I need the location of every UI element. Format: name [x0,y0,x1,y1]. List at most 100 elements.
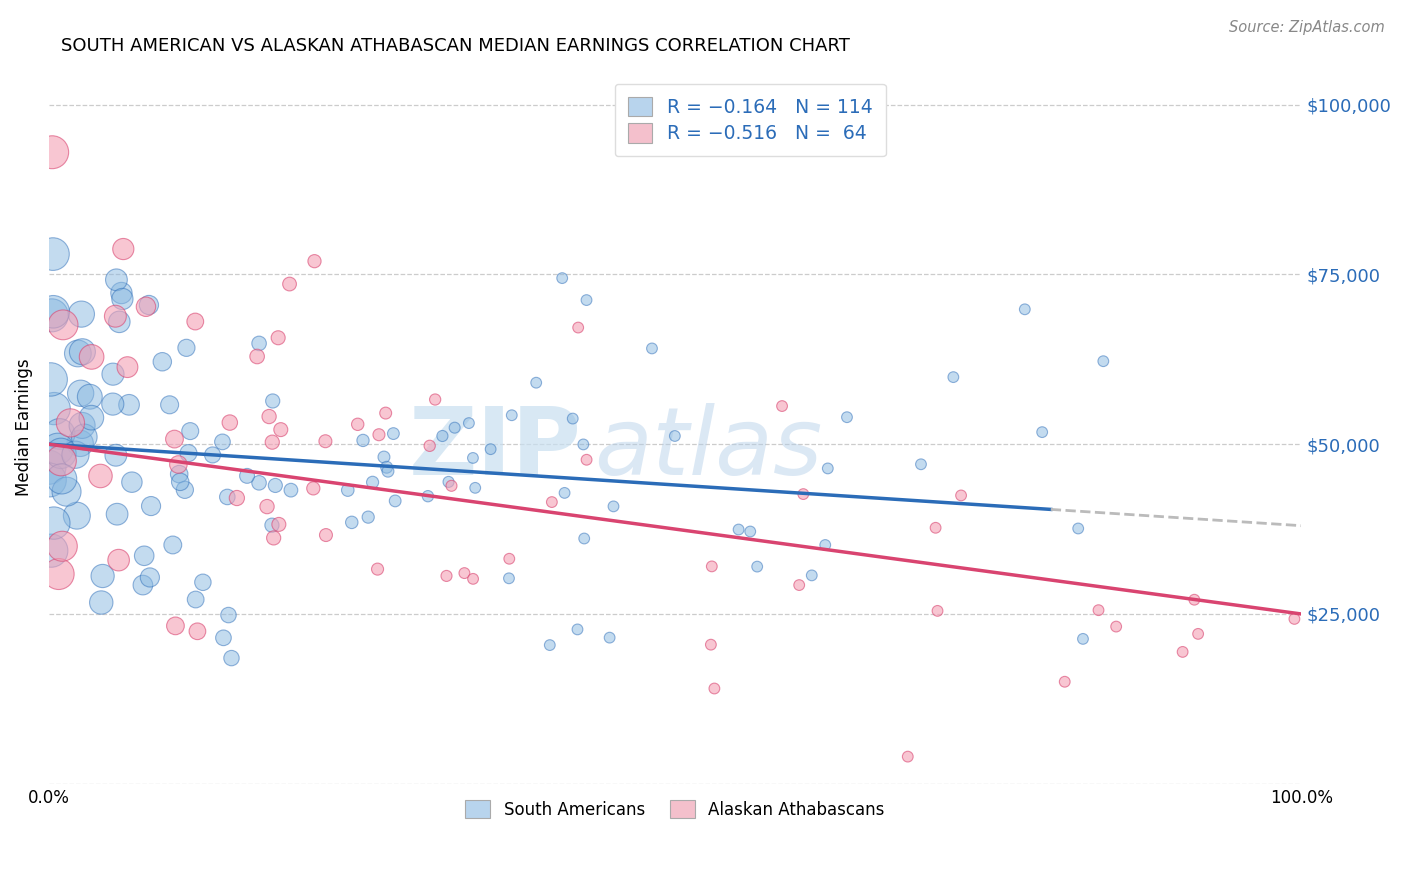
Point [357,510,380,524]
Point [524,376,547,390]
Point [1067,521,1090,535]
Point [367,562,389,576]
Point [437,475,460,489]
Point [561,411,583,425]
Point [260,518,283,533]
Point [770,399,793,413]
Point [302,481,325,495]
Point [91,569,114,583]
Point [263,531,285,545]
Point [262,394,284,409]
Point [169,475,191,489]
Point [167,458,190,472]
Point [1053,674,1076,689]
Point [574,532,596,546]
Point [458,416,481,430]
Point [1071,632,1094,646]
Point [139,499,162,513]
Point [177,446,200,460]
Point [52,318,75,332]
Point [66,508,89,523]
Point [121,475,143,490]
Point [1187,627,1209,641]
Point [814,538,837,552]
Point [361,475,384,490]
Point [336,483,359,497]
Point [641,342,664,356]
Point [55,484,77,499]
Point [218,608,240,623]
Point [352,434,374,448]
Point [176,341,198,355]
Point [218,416,240,430]
Point [247,475,270,490]
Point [44,401,66,416]
Point [111,292,134,306]
Point [101,397,124,411]
Point [1171,645,1194,659]
Y-axis label: Median Earnings: Median Earnings [15,359,32,496]
Point [159,398,181,412]
Point [70,307,93,321]
Text: atlas: atlas [593,403,823,494]
Text: ZIP: ZIP [408,402,581,495]
Point [72,344,94,359]
Point [191,575,214,590]
Point [942,370,965,384]
Point [247,336,270,351]
Point [225,491,247,505]
Point [65,448,87,462]
Point [46,442,69,456]
Point [461,572,484,586]
Point [1182,592,1205,607]
Text: Source: ZipAtlas.com: Source: ZipAtlas.com [1229,20,1385,35]
Point [787,578,810,592]
Point [453,566,475,580]
Point [700,638,723,652]
Point [1105,619,1128,633]
Point [575,293,598,307]
Point [1284,612,1306,626]
Point [105,507,128,521]
Point [1087,603,1109,617]
Point [340,516,363,530]
Point [165,619,187,633]
Point [90,595,112,609]
Point [236,469,259,483]
Point [551,271,574,285]
Point [479,442,502,457]
Point [184,314,207,328]
Point [262,435,284,450]
Point [179,424,201,438]
Point [89,469,111,483]
Point [42,305,65,319]
Point [186,624,208,639]
Point [264,478,287,492]
Point [105,273,128,287]
Point [703,681,725,696]
Point [373,450,395,464]
Point [368,427,391,442]
Point [464,481,486,495]
Point [73,430,96,444]
Point [51,539,73,553]
Point [377,464,399,478]
Point [69,386,91,401]
Point [927,604,949,618]
Point [432,429,454,443]
Point [575,452,598,467]
Point [1031,425,1053,439]
Point [51,472,73,486]
Point [897,749,920,764]
Point [280,483,302,498]
Point [39,543,62,558]
Point [278,277,301,291]
Point [740,524,762,539]
Point [104,309,127,323]
Point [135,300,157,314]
Point [602,500,624,514]
Point [267,517,290,532]
Point [346,417,368,432]
Point [304,254,326,268]
Point [267,331,290,345]
